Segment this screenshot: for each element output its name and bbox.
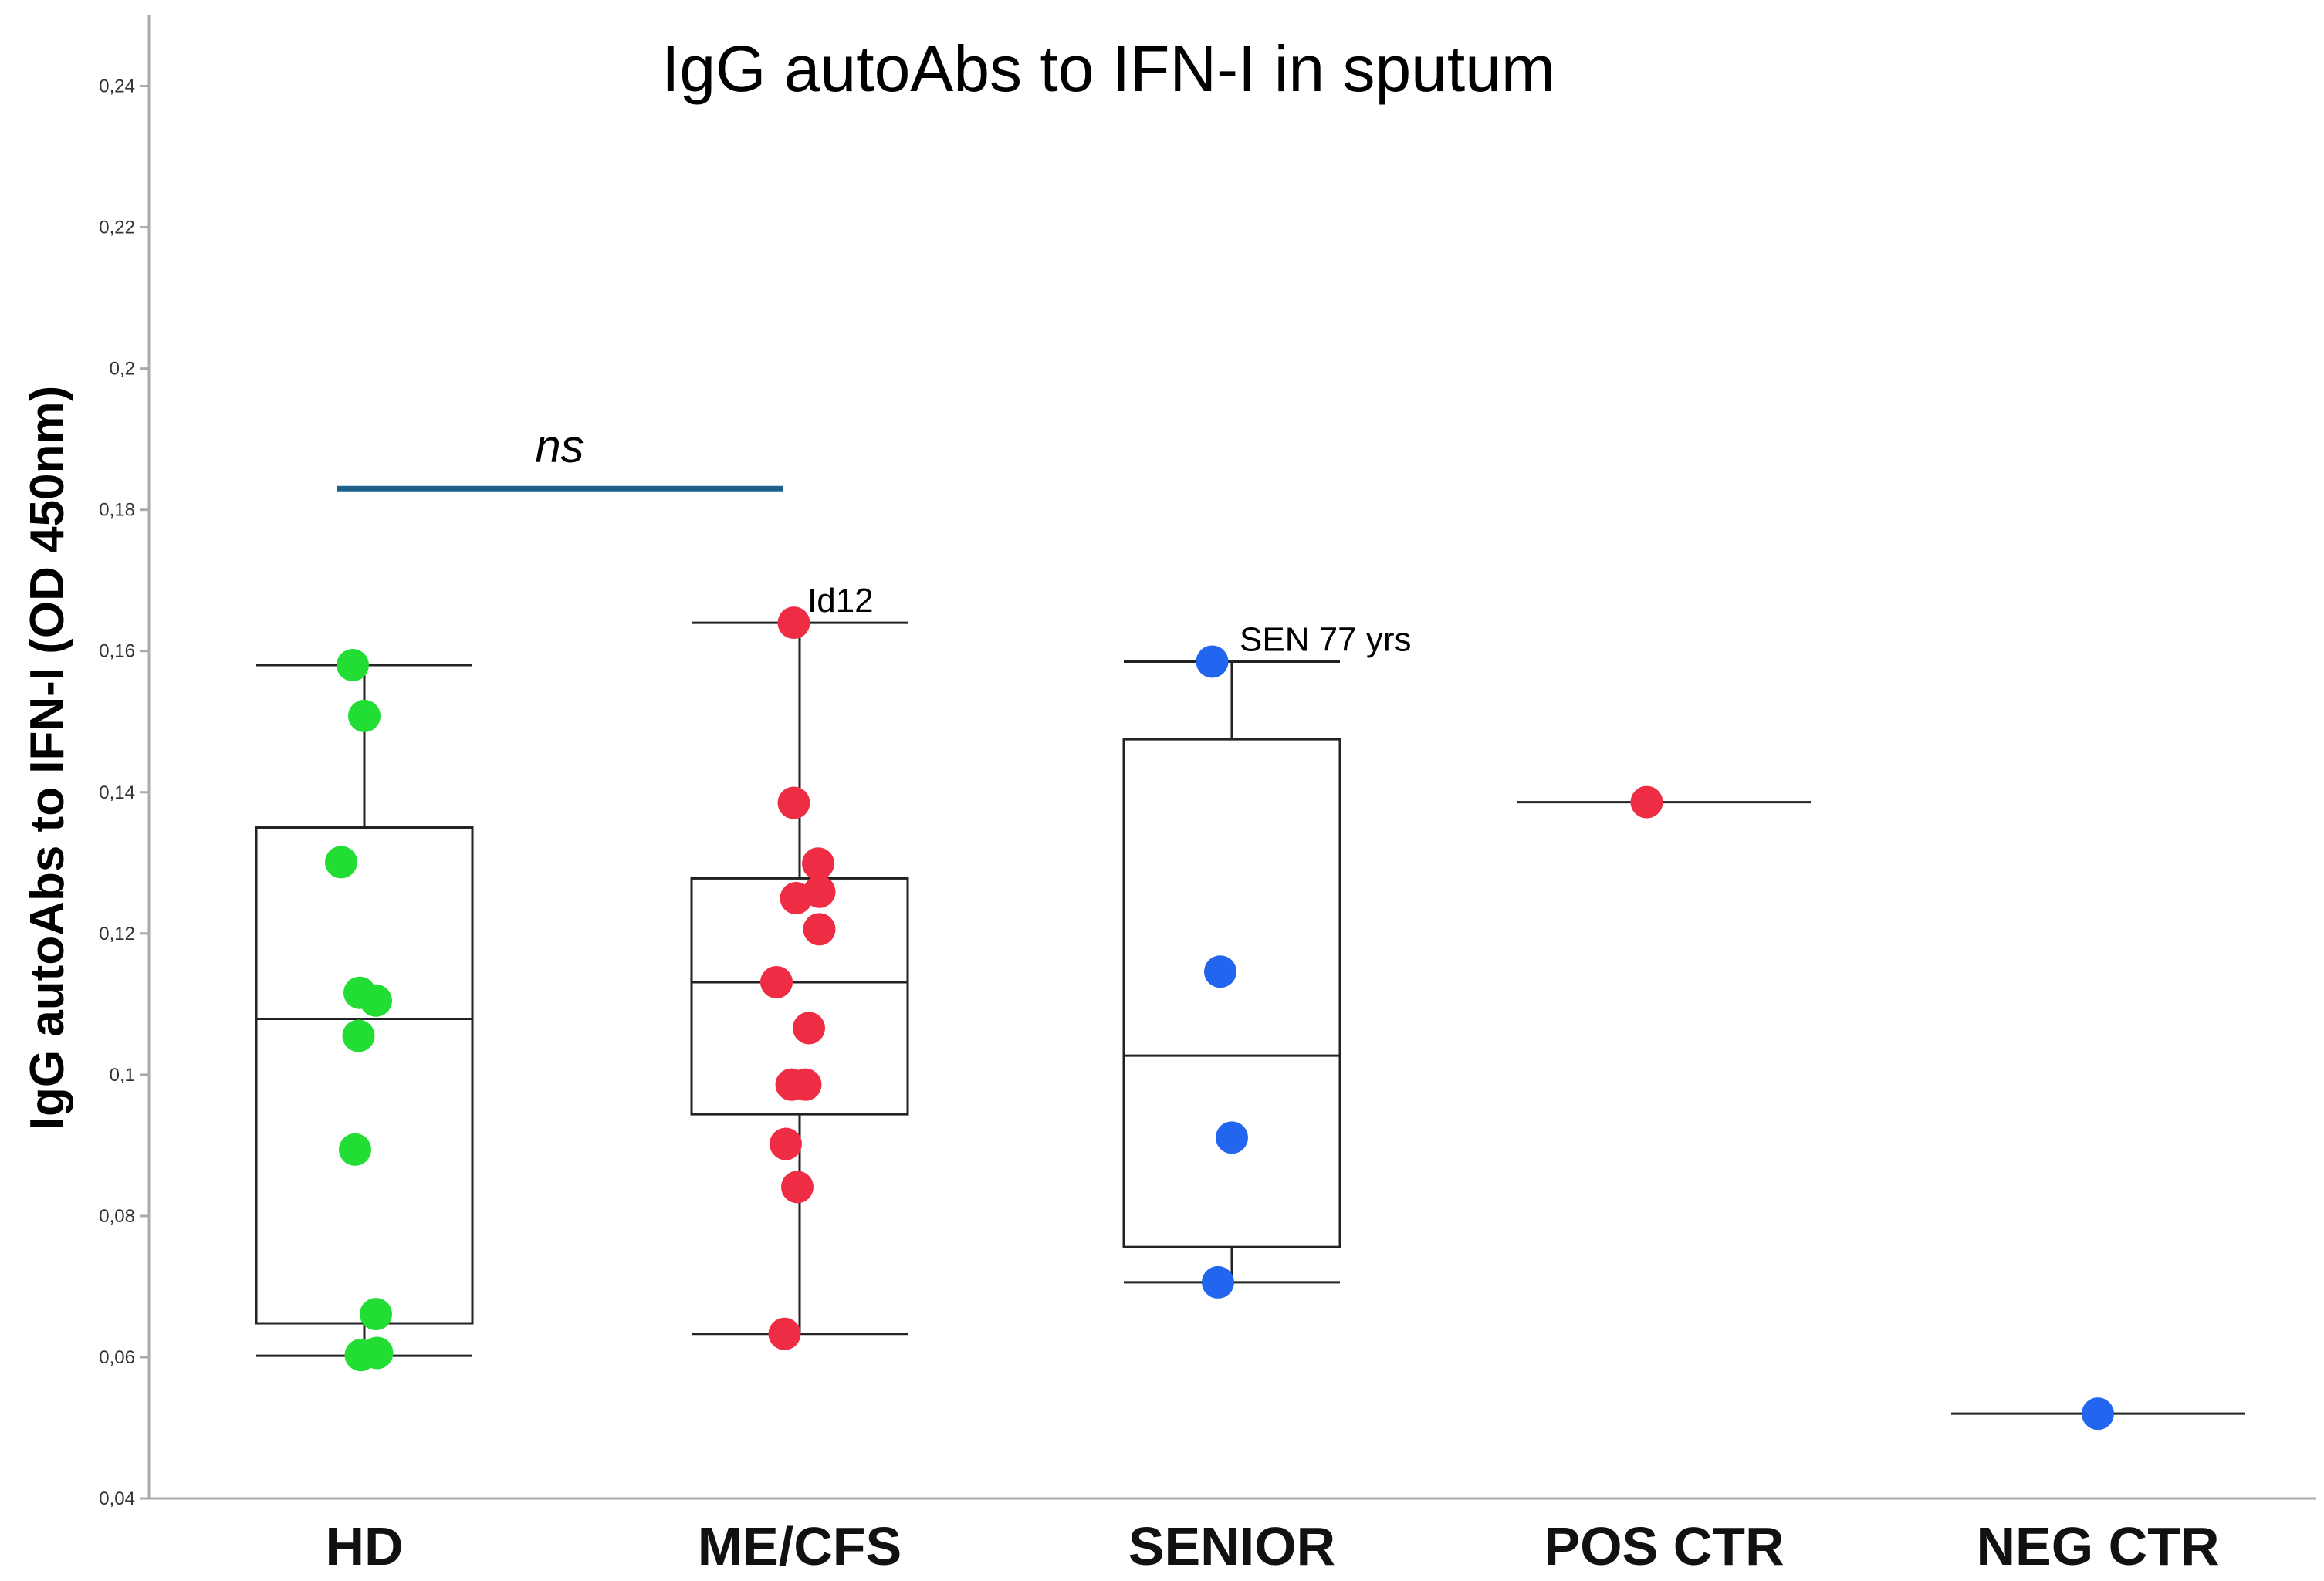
data-point	[789, 1068, 822, 1101]
data-point	[2082, 1397, 2114, 1431]
box	[1122, 738, 1341, 1248]
y-tick-label: 0,12	[99, 924, 135, 944]
y-tick-label: 0,2	[110, 359, 135, 380]
data-point	[781, 1171, 814, 1204]
data-point	[770, 1127, 802, 1160]
data-point	[1204, 955, 1236, 988]
data-point	[802, 847, 834, 880]
y-tick-label: 0,06	[99, 1347, 135, 1368]
y-tick-label: 0,1	[110, 1065, 135, 1086]
x-tick-label: HD	[325, 1516, 403, 1576]
data-point	[360, 1298, 392, 1331]
data-point	[760, 965, 793, 998]
data-point	[325, 846, 357, 879]
data-point	[360, 1336, 394, 1370]
chart-title: IgG autoAbs to IFN-I in sputum	[661, 32, 1555, 105]
data-point	[339, 1133, 371, 1166]
box	[255, 826, 474, 1325]
data-point	[337, 649, 369, 682]
data-point	[793, 1012, 825, 1045]
x-tick-label: POS CTR	[1544, 1516, 1784, 1576]
data-point	[1202, 1265, 1234, 1299]
y-tick-label: 0,08	[99, 1206, 135, 1227]
data-point	[1196, 645, 1229, 678]
data-point	[342, 1019, 375, 1052]
data-point	[1216, 1121, 1248, 1154]
data-point	[1630, 785, 1663, 819]
data-point	[777, 606, 810, 640]
y-axis-label: IgG autoAbs to IFN-I (OD 450nm)	[21, 386, 74, 1130]
y-tick-label: 0,18	[99, 500, 135, 521]
data-point	[777, 786, 810, 819]
point-annotation: Id12	[807, 582, 874, 620]
x-tick-label: ME/CFS	[698, 1516, 902, 1576]
x-tick-label: SENIOR	[1128, 1516, 1335, 1576]
x-tick-label: NEG CTR	[1977, 1516, 2220, 1576]
y-tick-label: 0,24	[99, 76, 135, 97]
data-point	[780, 882, 813, 915]
significance-label: ns	[535, 421, 584, 472]
y-tick-label: 0,04	[99, 1488, 135, 1509]
y-tick-label: 0,22	[99, 218, 135, 238]
y-tick-label: 0,14	[99, 782, 135, 803]
point-annotation: SEN 77 yrs	[1240, 620, 1412, 658]
data-point	[768, 1317, 801, 1350]
data-point	[348, 699, 381, 732]
y-tick-label: 0,16	[99, 641, 135, 662]
data-point	[360, 984, 392, 1017]
data-point	[803, 913, 836, 946]
